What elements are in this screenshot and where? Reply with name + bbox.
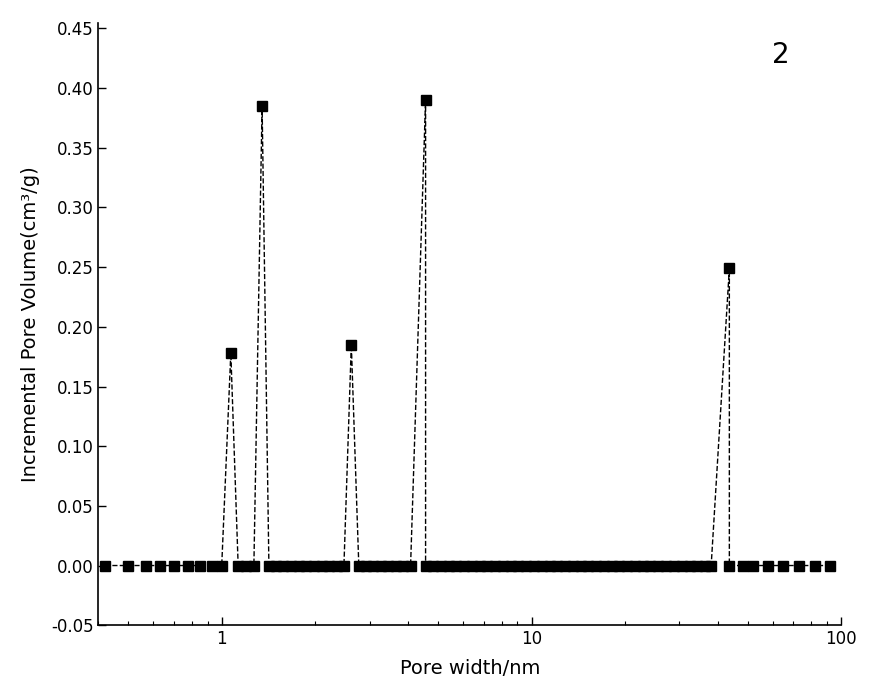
Y-axis label: Incremental Pore Volume(cm³/g): Incremental Pore Volume(cm³/g) xyxy=(21,166,39,482)
X-axis label: Pore width/nm: Pore width/nm xyxy=(399,659,539,678)
Text: 2: 2 xyxy=(771,41,788,69)
